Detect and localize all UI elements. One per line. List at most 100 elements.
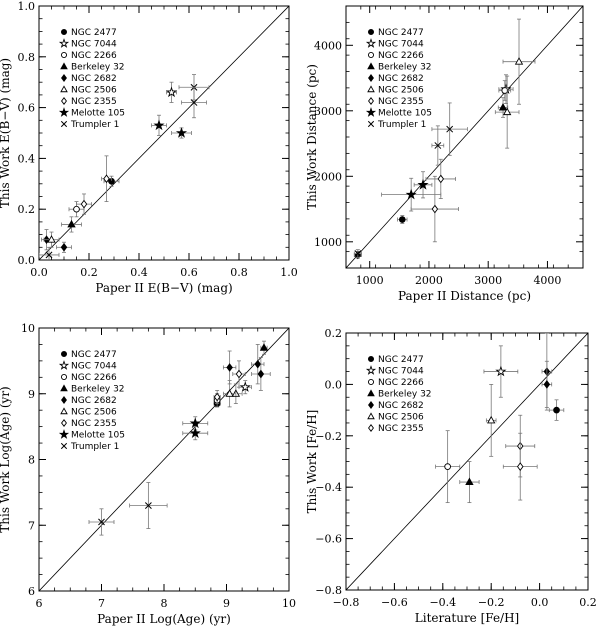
legend-marker: [61, 97, 67, 105]
x-axis-label: Literature [Fe/H]: [415, 611, 519, 625]
legend-marker: [61, 74, 67, 82]
series-ngc-2506: [43, 231, 60, 248]
data-point: [495, 365, 507, 377]
data-point: [434, 142, 442, 149]
series-ngc-2355: [502, 414, 538, 501]
data-point: [498, 103, 508, 111]
legend-label: NGC 2477: [71, 28, 117, 38]
x-tick-label: 4000: [533, 274, 561, 287]
series-berkeley-32: [259, 340, 269, 355]
data-point: [501, 87, 509, 94]
data-point: [189, 417, 201, 429]
data-point: [465, 477, 474, 486]
y-tick-label: −0.4: [315, 481, 342, 494]
x-tick-label: −0.4: [429, 596, 456, 609]
legend-label: Berkeley 32: [378, 63, 432, 73]
y-tick-label: 0.6: [18, 102, 36, 115]
data-point: [80, 199, 88, 209]
series-ngc-7044: [165, 81, 178, 103]
data-point: [444, 463, 451, 470]
x-tick-label: 2000: [415, 274, 443, 287]
legend-label: Trumpler 1: [377, 120, 426, 130]
data-point: [45, 251, 53, 259]
legend-marker: [61, 419, 67, 427]
y-tick-label: 0.0: [18, 254, 36, 267]
data-point: [516, 462, 524, 471]
legend-marker: [60, 28, 68, 36]
y-axis-label: This Work [Fe/H]: [305, 410, 319, 514]
y-tick-label: 6: [28, 585, 35, 598]
legend-marker: [367, 85, 375, 93]
legend-marker: [368, 401, 374, 409]
series-melotte-105: [381, 171, 442, 212]
y-axis-label: This Work Log(Age) (yr): [0, 386, 12, 533]
x-tick-label: −0.6: [381, 596, 408, 609]
data-point: [502, 107, 512, 116]
data-point: [431, 204, 439, 214]
legend-label: NGC 7044: [71, 362, 117, 372]
series-ngc-2477: [548, 399, 565, 421]
legend-marker: [367, 120, 375, 128]
panel-distance: 1000 2000 3000 4000 1000 2000 3000 4000 NGC 2477…: [305, 5, 584, 303]
legend-marker: [60, 407, 68, 415]
legend-marker: [367, 62, 375, 70]
legend-label: NGC 2506: [378, 86, 424, 96]
legend-label: NGC 2506: [71, 86, 117, 96]
data-point: [103, 174, 110, 184]
y-tick-label: −0.8: [315, 584, 342, 597]
panel-ebv: 0.0 0.2 0.4 0.6 0.8 1.0 0.0 0.2 0.4 0.6 0.8 1.0 NGC …: [0, 0, 298, 295]
y-tick-label: 9: [28, 388, 35, 401]
series-ngc-2506: [222, 380, 243, 408]
series-berkeley-32: [459, 461, 480, 504]
legend-label: NGC 2266: [71, 373, 117, 383]
one-to-one-line: [346, 333, 588, 590]
series-berkeley-32: [61, 216, 82, 233]
x-tick-label: 0.2: [80, 266, 98, 279]
data-point: [213, 392, 221, 402]
legend-marker: [58, 360, 70, 370]
legend-marker: [365, 38, 377, 48]
data-point: [398, 216, 406, 223]
legend-label: NGC 2682: [71, 396, 117, 406]
legend-label: Melotte 105: [378, 109, 432, 119]
data-point: [487, 415, 496, 424]
legend-label: NGC 2682: [378, 74, 424, 84]
data-point: [354, 250, 362, 258]
legend-marker: [60, 62, 68, 70]
legend-label: NGC 7044: [378, 40, 424, 50]
data-point: [239, 381, 251, 392]
y-tick-label: 4000: [314, 39, 342, 52]
legend-label: Trumpler 1: [70, 442, 119, 452]
series-ngc-2355: [76, 155, 112, 215]
data-point: [175, 127, 188, 138]
series-ngc-2477: [397, 215, 408, 224]
x-tick-label: 0.0: [531, 596, 549, 609]
x-tick-label: −0.8: [333, 596, 360, 609]
series-melotte-105: [151, 114, 192, 139]
x-tick-label: 0.6: [180, 266, 198, 279]
legend-marker: [367, 355, 375, 363]
data-point: [417, 178, 429, 190]
series-melotte-105: [182, 416, 209, 441]
data-point: [60, 242, 68, 252]
series-ngc-2266: [435, 430, 461, 504]
legend-label: NGC 2506: [71, 408, 117, 418]
x-axis-label: Paper II Distance (pc): [398, 289, 531, 303]
legend-marker: [368, 97, 374, 105]
series-trumpler-1: [353, 102, 468, 258]
series-ngc-2355: [213, 360, 246, 405]
one-to-one-line: [346, 6, 583, 268]
legend-label: NGC 2266: [378, 51, 424, 61]
legend-marker: [58, 107, 70, 117]
data-point: [189, 427, 201, 438]
one-to-one-line: [39, 328, 289, 591]
legend-label: Berkeley 32: [71, 385, 125, 395]
data-point: [98, 518, 105, 526]
series-ngc-2355: [410, 158, 459, 243]
series-ngc-2506: [494, 18, 536, 149]
